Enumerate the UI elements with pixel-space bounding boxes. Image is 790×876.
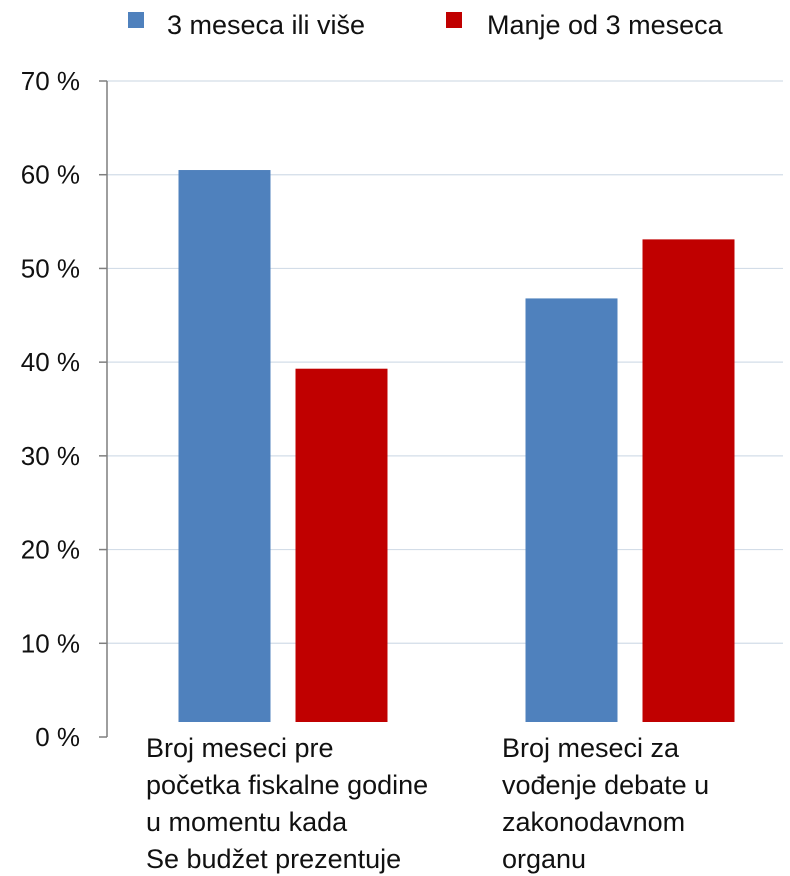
y-tick-label: 50 %	[21, 253, 80, 283]
y-axis: 0 % 10 % 20 % 30 % 40 % 50 % 60 % 70 %	[21, 66, 108, 752]
category-label-line: u momentu kada	[146, 807, 348, 837]
category-label-line: Broj meseci pre	[146, 733, 334, 763]
category-label: Broj meseci pre početka fiskalne godine u …	[146, 733, 428, 874]
legend-label: Manje od 3 meseca	[487, 10, 724, 40]
x-axis: Broj meseci pre početka fiskalne godine u …	[146, 733, 709, 874]
y-tick-label: 0 %	[35, 722, 80, 752]
y-tick-label: 20 %	[21, 535, 80, 565]
y-tick-label: 10 %	[21, 628, 80, 658]
legend-item: 3 meseca ili više	[128, 10, 365, 40]
category-label-line: organu	[502, 844, 586, 874]
category-label-line: Se budžet prezentuje	[146, 844, 401, 874]
category-label-line: Broj meseci za	[502, 733, 680, 763]
legend-label: 3 meseca ili više	[167, 10, 365, 40]
bar-series-1-category-1	[178, 170, 271, 722]
category-label-line: početka fiskalne godine	[146, 770, 428, 800]
y-tick-label: 60 %	[21, 160, 80, 190]
legend-item: Manje od 3 meseca	[446, 10, 724, 40]
y-tick-label: 70 %	[21, 66, 80, 96]
bars	[178, 170, 735, 722]
category-label-line: zakonodavnom	[502, 807, 685, 837]
category-label: Broj meseci za vođenje debate u zakonodavn…	[502, 733, 709, 874]
legend: 3 meseca ili više Manje od 3 meseca	[128, 10, 724, 40]
legend-swatch	[446, 12, 462, 28]
category-label-line: vođenje debate u	[502, 770, 709, 800]
bar-series-2-category-1	[295, 368, 388, 722]
bar-series-2-category-2	[642, 239, 735, 722]
bar-series-1-category-2	[525, 298, 618, 722]
y-tick-label: 30 %	[21, 441, 80, 471]
legend-swatch	[128, 12, 144, 28]
y-tick-label: 40 %	[21, 347, 80, 377]
